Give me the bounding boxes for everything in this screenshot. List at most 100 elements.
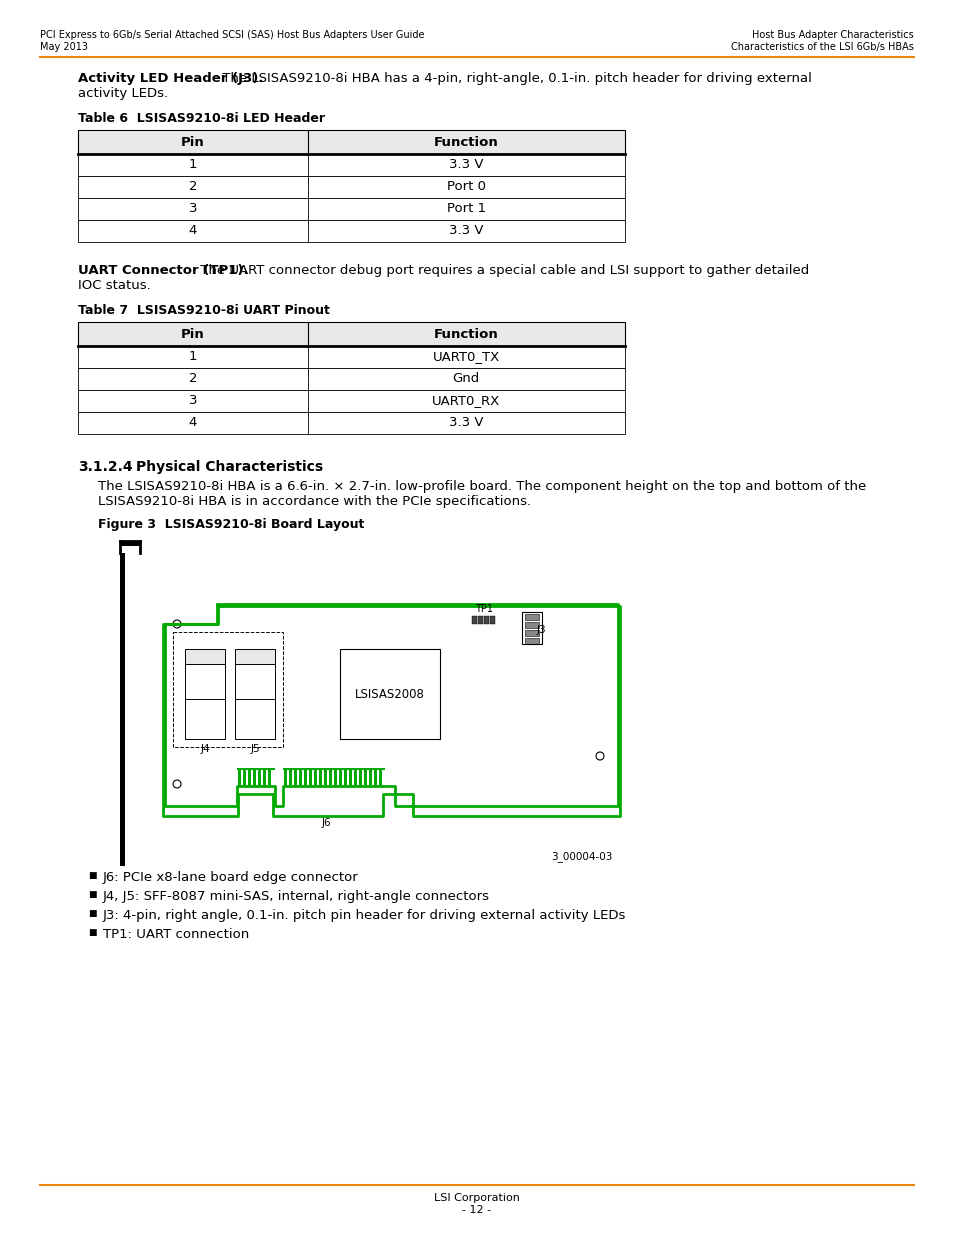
Bar: [329, 768, 332, 785]
Bar: [78, 346, 624, 368]
Text: 4: 4: [189, 416, 197, 430]
Text: 3.3 V: 3.3 V: [449, 225, 483, 237]
Bar: [185, 664, 225, 739]
Text: Table 6  LSISAS9210-8i LED Header: Table 6 LSISAS9210-8i LED Header: [78, 112, 325, 125]
Bar: [268, 768, 271, 785]
Text: LSI Corporation: LSI Corporation: [434, 1193, 519, 1203]
Bar: [257, 768, 261, 785]
Bar: [364, 768, 367, 785]
Bar: [349, 768, 352, 785]
Text: UART0_RX: UART0_RX: [432, 394, 500, 408]
Bar: [78, 154, 624, 177]
Bar: [472, 616, 476, 624]
Text: UART0_TX: UART0_TX: [433, 351, 499, 363]
Bar: [338, 768, 341, 785]
Bar: [324, 768, 327, 785]
Text: The UART connector debug port requires a special cable and LSI support to gather: The UART connector debug port requires a…: [195, 264, 808, 277]
Bar: [243, 768, 246, 785]
Text: 1: 1: [189, 158, 197, 172]
Bar: [304, 768, 307, 785]
Text: J3: J3: [537, 625, 546, 635]
Bar: [236, 768, 274, 769]
Bar: [120, 851, 125, 866]
Bar: [78, 412, 624, 433]
Bar: [172, 632, 283, 747]
Bar: [309, 768, 312, 785]
Text: IOC status.: IOC status.: [78, 279, 151, 291]
Bar: [78, 177, 624, 198]
Text: Function: Function: [434, 136, 498, 148]
Bar: [378, 768, 381, 785]
Bar: [78, 220, 624, 242]
Bar: [374, 768, 376, 785]
Bar: [524, 630, 538, 636]
Bar: [78, 322, 624, 346]
Bar: [477, 616, 482, 624]
Text: May 2013: May 2013: [40, 42, 88, 52]
Bar: [78, 130, 624, 154]
Bar: [263, 768, 266, 785]
Bar: [524, 614, 538, 620]
Text: - 12 -: - 12 -: [462, 1205, 491, 1215]
Text: 3_00004-03: 3_00004-03: [551, 851, 613, 862]
Text: ■: ■: [88, 890, 96, 899]
Text: J4: J4: [200, 743, 210, 755]
Bar: [369, 768, 372, 785]
Bar: [314, 768, 316, 785]
Bar: [334, 768, 336, 785]
Bar: [354, 768, 356, 785]
Text: J5: J5: [250, 743, 259, 755]
Text: 3.1.2.4: 3.1.2.4: [78, 459, 132, 474]
Text: Function: Function: [434, 327, 498, 341]
Text: Pin: Pin: [181, 327, 205, 341]
Bar: [521, 613, 541, 643]
Text: activity LEDs.: activity LEDs.: [78, 86, 168, 100]
Text: Gnd: Gnd: [453, 373, 479, 385]
Text: ■: ■: [88, 909, 96, 918]
Bar: [78, 368, 624, 390]
Bar: [78, 198, 624, 220]
Text: J4, J5: SFF-8087 mini-SAS, internal, right-angle connectors: J4, J5: SFF-8087 mini-SAS, internal, rig…: [103, 890, 490, 903]
Circle shape: [172, 620, 181, 629]
Text: 3.3 V: 3.3 V: [449, 416, 483, 430]
Bar: [237, 768, 241, 785]
Text: Table 7  LSISAS9210-8i UART Pinout: Table 7 LSISAS9210-8i UART Pinout: [78, 304, 330, 317]
Bar: [490, 616, 495, 624]
Bar: [163, 606, 619, 816]
Text: J6: J6: [321, 818, 331, 827]
Text: 2: 2: [189, 180, 197, 194]
Bar: [253, 768, 255, 785]
Bar: [120, 553, 125, 866]
Text: 3: 3: [189, 394, 197, 408]
Bar: [344, 768, 347, 785]
Text: Physical Characteristics: Physical Characteristics: [136, 459, 323, 474]
Bar: [234, 664, 274, 739]
Text: TP1: UART connection: TP1: UART connection: [103, 927, 249, 941]
Bar: [234, 650, 274, 664]
Text: 3.3 V: 3.3 V: [449, 158, 483, 172]
Bar: [358, 768, 361, 785]
Text: Activity LED Header (J3).: Activity LED Header (J3).: [78, 72, 263, 85]
Bar: [294, 768, 296, 785]
Text: UART Connector (TP1).: UART Connector (TP1).: [78, 264, 249, 277]
Text: LSISAS2008: LSISAS2008: [355, 688, 424, 700]
Text: Characteristics of the LSI 6Gb/s HBAs: Characteristics of the LSI 6Gb/s HBAs: [730, 42, 913, 52]
Bar: [78, 390, 624, 412]
Bar: [185, 650, 225, 664]
Bar: [298, 768, 302, 785]
Bar: [289, 768, 292, 785]
Text: LSISAS9210-8i HBA is in accordance with the PCIe specifications.: LSISAS9210-8i HBA is in accordance with …: [98, 495, 531, 508]
Text: PCI Express to 6Gb/s Serial Attached SCSI (SAS) Host Bus Adapters User Guide: PCI Express to 6Gb/s Serial Attached SCS…: [40, 30, 424, 40]
Text: Pin: Pin: [181, 136, 205, 148]
Bar: [524, 622, 538, 629]
Bar: [120, 541, 140, 546]
Bar: [248, 768, 251, 785]
Bar: [318, 768, 322, 785]
Text: 3: 3: [189, 203, 197, 215]
Bar: [339, 650, 439, 739]
Text: ■: ■: [88, 871, 96, 881]
Text: Figure 3  LSISAS9210-8i Board Layout: Figure 3 LSISAS9210-8i Board Layout: [98, 517, 364, 531]
Text: Host Bus Adapter Characteristics: Host Bus Adapter Characteristics: [752, 30, 913, 40]
Text: Port 1: Port 1: [446, 203, 485, 215]
Text: The LSISAS9210-8i HBA is a 6.6-in. × 2.7-in. low-profile board. The component he: The LSISAS9210-8i HBA is a 6.6-in. × 2.7…: [98, 480, 865, 493]
